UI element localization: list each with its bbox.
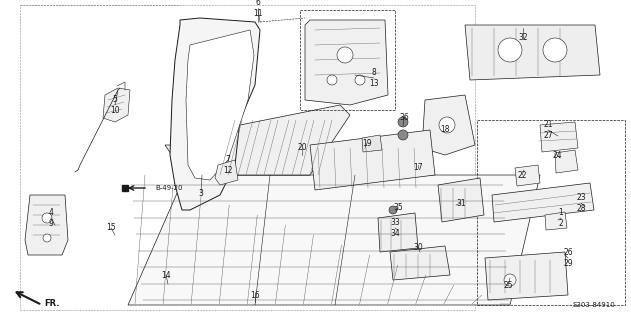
Text: 32: 32 [518, 34, 528, 43]
Text: 7
12: 7 12 [223, 155, 233, 175]
Circle shape [504, 274, 516, 286]
Polygon shape [170, 18, 260, 210]
Text: 24: 24 [552, 150, 562, 159]
Text: 33
34: 33 34 [390, 218, 400, 238]
Polygon shape [310, 130, 435, 190]
Text: 8
13: 8 13 [369, 68, 379, 88]
Text: 21
27: 21 27 [543, 120, 553, 140]
Text: 26
29: 26 29 [563, 248, 573, 268]
Circle shape [498, 38, 522, 62]
Text: 14: 14 [161, 270, 171, 279]
Circle shape [398, 117, 408, 127]
Polygon shape [165, 145, 310, 175]
Polygon shape [390, 246, 450, 280]
Text: 23
28: 23 28 [576, 193, 586, 213]
Text: 22: 22 [517, 171, 527, 180]
Text: 4
9: 4 9 [49, 208, 54, 228]
Text: 17: 17 [413, 164, 423, 172]
Text: B-49-20: B-49-20 [155, 185, 182, 191]
Text: 31: 31 [456, 198, 466, 207]
Text: 15: 15 [106, 223, 116, 233]
Text: S303-84910: S303-84910 [572, 302, 615, 308]
Polygon shape [555, 150, 578, 173]
Text: 3: 3 [199, 188, 203, 197]
Text: 18: 18 [440, 125, 450, 134]
Circle shape [398, 130, 408, 140]
Polygon shape [103, 88, 130, 122]
Text: FR.: FR. [44, 300, 59, 308]
Text: 1
2: 1 2 [558, 208, 563, 228]
Polygon shape [438, 178, 484, 222]
Polygon shape [378, 213, 418, 252]
Text: 36: 36 [399, 114, 409, 123]
Polygon shape [185, 105, 350, 175]
Text: 20: 20 [297, 143, 307, 153]
Circle shape [439, 117, 455, 133]
Text: 35: 35 [393, 204, 403, 212]
Polygon shape [492, 183, 594, 222]
Circle shape [42, 213, 52, 223]
Text: 5
10: 5 10 [110, 95, 120, 115]
Polygon shape [128, 175, 540, 305]
Polygon shape [362, 135, 382, 152]
Polygon shape [485, 252, 568, 300]
Circle shape [355, 75, 365, 85]
Text: 30: 30 [413, 244, 423, 252]
Polygon shape [545, 212, 567, 230]
Polygon shape [465, 25, 600, 80]
Polygon shape [186, 30, 254, 180]
Circle shape [327, 75, 337, 85]
Polygon shape [215, 160, 238, 185]
Text: 6
11: 6 11 [253, 0, 262, 18]
Polygon shape [515, 165, 540, 186]
Polygon shape [305, 20, 388, 105]
Text: 19: 19 [362, 139, 372, 148]
Polygon shape [422, 95, 475, 155]
Circle shape [337, 47, 353, 63]
Circle shape [543, 38, 567, 62]
Circle shape [389, 206, 397, 214]
Polygon shape [540, 122, 578, 152]
Text: 25: 25 [503, 281, 513, 290]
Text: 16: 16 [250, 292, 260, 300]
Polygon shape [25, 195, 68, 255]
Circle shape [43, 234, 51, 242]
